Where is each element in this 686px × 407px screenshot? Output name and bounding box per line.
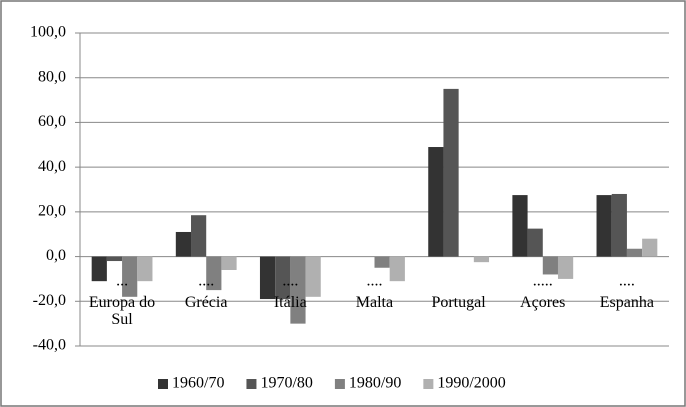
legend-swatch [334,379,345,389]
y-tick-label: 100,0 [30,24,66,41]
y-tick-label: 80,0 [38,68,66,85]
bar [175,231,192,257]
bar [191,215,207,257]
x-tick-label: Grécia [184,294,228,311]
bar [259,256,276,300]
bar [527,228,543,257]
x-tick-label: Itália [273,294,307,311]
bar [122,256,138,297]
y-tick-label: 40,0 [38,158,66,175]
bar [428,147,444,257]
bar [443,88,459,257]
legend-label: 1970/80 [260,375,312,392]
y-tick-label: 20,0 [38,203,66,220]
category-mark: .... [198,273,214,290]
bar [206,256,222,291]
x-tick-label: Malta [355,294,394,311]
bar [642,238,658,257]
bar [626,248,643,257]
bar [596,195,612,257]
y-tick-label: 0,0 [46,247,66,264]
bar [542,256,558,275]
legend-swatch [158,379,168,389]
bar [611,193,627,257]
y-tick-label: -20,0 [33,292,66,309]
bar [91,256,107,282]
legend-label: 1990/2000 [437,375,505,392]
bar [557,256,574,279]
bar [512,195,528,257]
category-mark: .... [367,273,383,290]
legend-label: 1980/90 [349,375,401,392]
category-mark: .... [619,273,635,290]
bar [221,256,237,270]
legend-swatch [423,379,434,389]
x-tick-label: Espanha [599,294,654,311]
x-tick-label: Açores [520,294,566,311]
bar [305,256,321,297]
bar [137,256,153,282]
category-mark: ... [116,273,128,290]
legend-label: 1960/70 [172,375,224,392]
y-tick-label: -40,0 [33,337,66,354]
bar [389,256,405,282]
category-mark: ..... [533,273,553,290]
bar [290,256,306,324]
x-tick-label: Europa do Sul [88,294,156,328]
x-tick-label: Portugal [431,294,486,311]
bar [106,256,123,262]
bar [374,256,390,268]
legend-swatch [246,379,257,389]
bar [473,256,490,263]
bar [275,256,291,300]
y-tick-label: 60,0 [38,113,66,130]
category-mark: .... [282,273,298,290]
